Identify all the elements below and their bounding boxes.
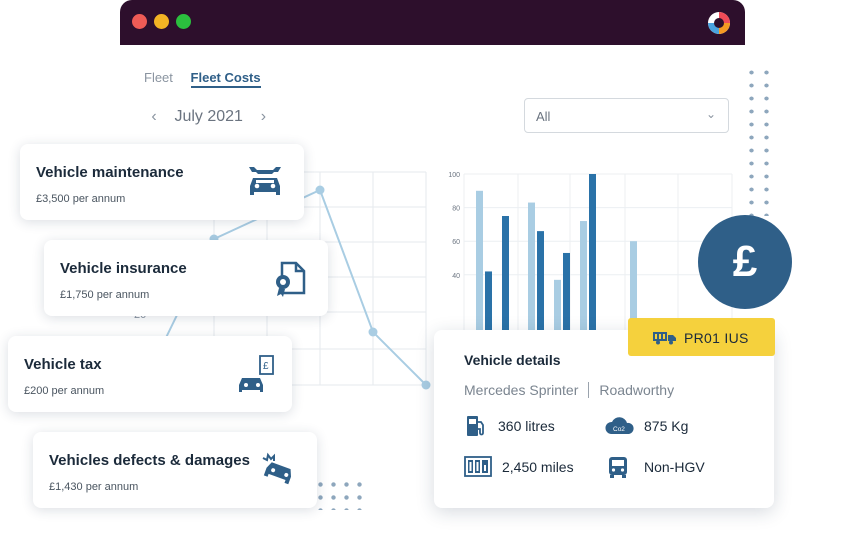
bar — [589, 174, 596, 335]
current-month: July 2021 — [174, 108, 243, 125]
plate-text: PR01 IUS — [684, 330, 749, 346]
bar — [528, 202, 535, 335]
truck-icon — [653, 332, 676, 345]
pound-badge: £ — [698, 215, 792, 309]
class-value: Non-HGV — [644, 459, 705, 475]
card-title: Vehicles defects & damages — [49, 452, 250, 469]
chevron-right-icon[interactable]: › — [260, 108, 267, 125]
month-navigator: ‹ July 2021 › — [146, 108, 271, 126]
car-wrench-icon — [249, 167, 281, 195]
bar-chart-tick-label: 100 — [448, 172, 460, 179]
card-cost: £200 per annum — [24, 385, 105, 397]
chevron-left-icon[interactable]: ‹ — [151, 108, 157, 125]
cost-card-insurance[interactable]: Vehicle insurance £1,750 per annum — [44, 240, 328, 316]
bar — [502, 216, 509, 335]
bar-chart-tick-label: 60 — [452, 239, 460, 246]
co2-value: 875 Kg — [644, 418, 689, 434]
car-tax-receipt-icon: £ — [239, 355, 274, 392]
bar — [554, 279, 561, 335]
fuel-pump-icon — [467, 416, 484, 436]
bar — [563, 252, 570, 335]
tab-fleet[interactable]: Fleet — [144, 70, 173, 85]
details-subtitle: Mercedes Sprinter Roadworthy — [464, 382, 674, 398]
bar-chart-tick-label: 80 — [452, 206, 460, 213]
card-title: Vehicle maintenance — [36, 164, 184, 181]
number-plate-badge: PR01 IUS — [628, 318, 775, 356]
decorative-dot-grid — [314, 478, 366, 510]
tab-bar: Fleet Fleet Costs — [144, 70, 275, 88]
insurance-certificate-icon — [276, 261, 306, 297]
bar — [537, 231, 544, 335]
bar — [485, 271, 492, 335]
odometer-icon — [464, 456, 492, 477]
filter-value: All — [536, 109, 551, 124]
maximize-window-button[interactable] — [176, 14, 191, 29]
card-cost: £1,430 per annum — [49, 481, 139, 493]
card-title: Vehicle tax — [24, 356, 102, 373]
cost-card-defects[interactable]: Vehicles defects & damages £1,430 per an… — [33, 432, 317, 508]
vehicle-status: Roadworthy — [599, 382, 675, 398]
cost-card-tax[interactable]: Vehicle tax £200 per annum £ — [8, 336, 292, 412]
decorative-dot-grid — [744, 66, 778, 216]
title-bar — [120, 0, 745, 45]
vehicle-details-card: Vehicle details Mercedes Sprinter Roadwor… — [434, 330, 774, 508]
cost-card-maintenance[interactable]: Vehicle maintenance £3,500 per annum — [20, 144, 304, 220]
vehicle-model: Mercedes Sprinter — [464, 382, 579, 398]
bar-chart: 100 80 60 40 — [448, 172, 733, 335]
divider — [588, 382, 590, 398]
co2-cloud-icon: Co2 — [605, 417, 634, 434]
details-title: Vehicle details — [464, 352, 561, 368]
bar — [630, 241, 637, 335]
bar — [476, 190, 483, 335]
car-crash-icon — [262, 452, 291, 485]
minimize-window-button[interactable] — [154, 14, 169, 29]
app-logo-icon — [708, 12, 730, 34]
close-window-button[interactable] — [132, 14, 147, 29]
bar-chart-tick-label: 40 — [452, 273, 460, 280]
mileage-value: 2,450 miles — [502, 459, 574, 475]
card-cost: £1,750 per annum — [60, 289, 150, 301]
filter-select[interactable]: All ⌄ — [524, 98, 729, 133]
card-cost: £3,500 per annum — [36, 193, 126, 205]
fuel-value: 360 litres — [498, 418, 555, 434]
tab-fleet-costs[interactable]: Fleet Costs — [190, 70, 261, 88]
chevron-down-icon: ⌄ — [705, 107, 716, 121]
svg-text:Co2: Co2 — [613, 426, 625, 433]
bar — [580, 221, 587, 335]
svg-text:£: £ — [263, 361, 269, 372]
van-icon — [609, 457, 627, 478]
card-title: Vehicle insurance — [60, 260, 187, 277]
